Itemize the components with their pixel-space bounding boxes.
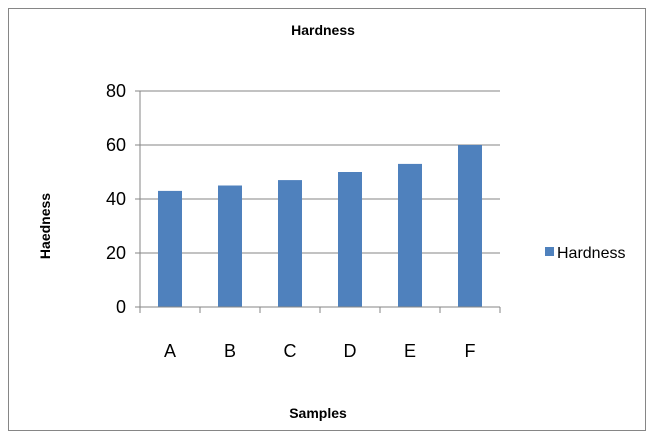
- y-axis-title: Haedness: [37, 193, 53, 259]
- x-axis-title: Samples: [289, 405, 347, 421]
- bar: [278, 180, 302, 307]
- bar: [398, 163, 422, 307]
- bars: [158, 145, 482, 307]
- legend-label: Hardness: [557, 245, 625, 262]
- x-tick-label: C: [284, 341, 297, 361]
- x-tick-label: E: [404, 341, 416, 361]
- x-tick-label: B: [224, 341, 236, 361]
- bar: [158, 190, 182, 307]
- x-tick-label: D: [344, 341, 357, 361]
- y-tick-label: 80: [106, 81, 126, 101]
- bar: [218, 185, 242, 307]
- legend: Hardness: [545, 245, 625, 262]
- y-tick-label: 20: [106, 243, 126, 263]
- bar: [338, 172, 362, 307]
- y-tick-label: 60: [106, 135, 126, 155]
- y-tick-label: 0: [116, 297, 126, 317]
- axes: [135, 90, 501, 313]
- gridlines: [140, 90, 500, 254]
- y-tick-labels: 0 20 40 60 80: [106, 81, 126, 317]
- chart-title: Hardness: [291, 22, 355, 38]
- x-tick-label: A: [164, 341, 176, 361]
- chart-frame: [8, 8, 646, 431]
- bar: [458, 145, 482, 307]
- x-tick-label: F: [465, 341, 476, 361]
- legend-swatch: [545, 247, 554, 256]
- y-tick-label: 40: [106, 189, 126, 209]
- x-tick-labels: A B C D E F: [164, 341, 476, 361]
